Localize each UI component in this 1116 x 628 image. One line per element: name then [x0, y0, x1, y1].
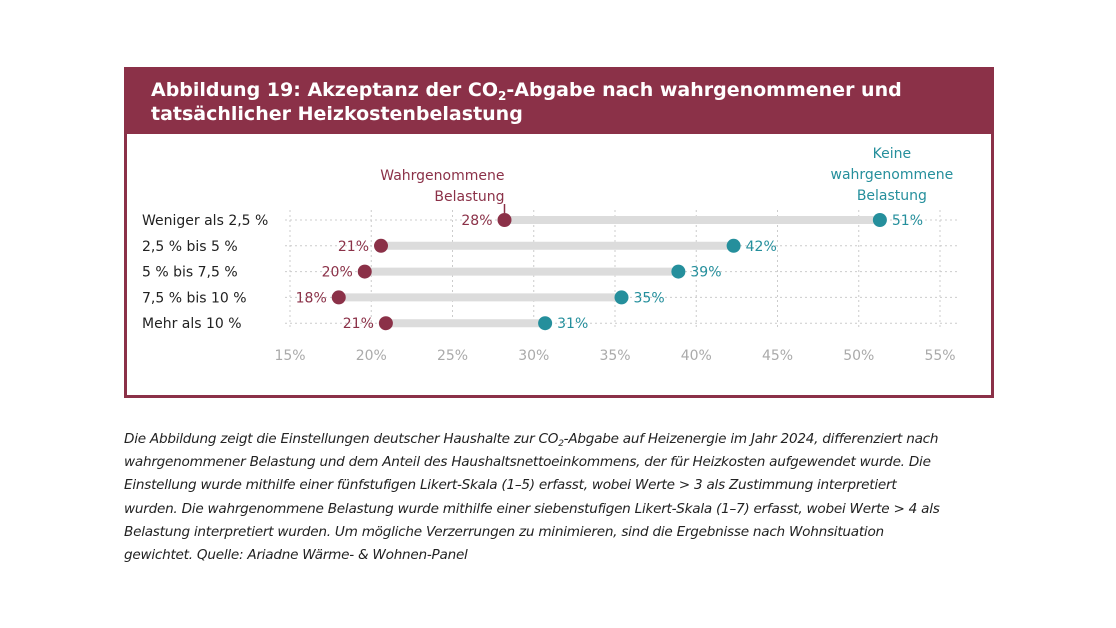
caption-line-5: Belastung interpretiert wurden. Um mögli… [124, 523, 884, 540]
series-label-wahrgenommen: Belastung [434, 189, 504, 205]
point-keine [614, 290, 629, 305]
figure-caption: Die Abbildung zeigt die Einstellungen de… [124, 428, 994, 567]
series-label-keine: wahrgenommene [831, 167, 954, 183]
category-label: Mehr als 10 % [142, 316, 242, 332]
data-label-wahrgenommen: 18% [296, 290, 327, 306]
category-label: 7,5 % bis 10 % [142, 290, 247, 306]
x-tick-label: 30% [518, 348, 549, 364]
point-wahrgenommen [331, 290, 346, 305]
point-wahrgenommen [378, 316, 393, 331]
x-tick-label: 20% [356, 348, 387, 364]
category-label: 2,5 % bis 5 % [142, 239, 238, 255]
caption-line-1: Die Abbildung zeigt die Einstellungen de… [124, 431, 939, 449]
series-label-wahrgenommen: Wahrgenommene [380, 168, 504, 184]
series-label-keine: Keine [873, 146, 911, 162]
data-label-wahrgenommen: 21% [343, 316, 374, 332]
point-keine [671, 264, 686, 279]
x-tick-label: 35% [599, 348, 630, 364]
point-keine [538, 316, 553, 331]
data-label-keine: 35% [634, 290, 665, 306]
data-label-keine: 31% [557, 316, 588, 332]
x-tick-label: 55% [924, 348, 955, 364]
data-label-keine: 51% [892, 213, 923, 229]
figure-title-line1: Abbildung 19: Akzeptanz der CO2-Abgabe n… [151, 79, 902, 103]
data-label-wahrgenommen: 28% [461, 213, 492, 229]
point-wahrgenommen [374, 238, 388, 253]
caption-line-4: wurden. Die wahrgenommene Belastung wurd… [124, 500, 940, 517]
data-label-keine: 42% [746, 239, 777, 255]
point-keine [872, 213, 887, 227]
point-wahrgenommen [497, 213, 512, 227]
data-label-wahrgenommen: 21% [338, 239, 369, 255]
caption-line-3: Einstellung wurde mithilfe einer fünfstu… [124, 477, 897, 494]
caption-line-2: wahrgenommener Belastung und dem Anteil … [124, 454, 931, 471]
figure-title-line2: tatsächlicher Heizkostenbelastung [151, 103, 523, 125]
x-tick-label: 45% [762, 348, 793, 364]
point-keine [726, 238, 741, 253]
figure-frame: Abbildung 19: Akzeptanz der CO2-Abgabe n… [124, 67, 994, 398]
category-label: 5 % bis 7,5 % [142, 265, 238, 281]
dot-chart: 15% 20% 25% 30% 35% 40% 45% 50% 55% Weniger als 2… [142, 146, 960, 364]
data-label-wahrgenommen: 20% [322, 265, 353, 281]
caption-line-6: gewichtet. Quelle: Ariadne Wärme- & Wohn… [124, 547, 468, 564]
series-label-keine: Belastung [857, 188, 927, 204]
x-tick-label: 15% [274, 348, 305, 364]
figure-title: Abbildung 19: Akzeptanz der CO2-Abgabe n… [127, 70, 991, 134]
x-tick-label: 40% [681, 348, 712, 364]
category-label: Weniger als 2,5 % [142, 213, 268, 229]
point-wahrgenommen [357, 264, 372, 279]
x-tick-label: 50% [843, 348, 874, 364]
data-label-keine: 39% [690, 265, 721, 281]
x-tick-label: 25% [437, 348, 468, 364]
